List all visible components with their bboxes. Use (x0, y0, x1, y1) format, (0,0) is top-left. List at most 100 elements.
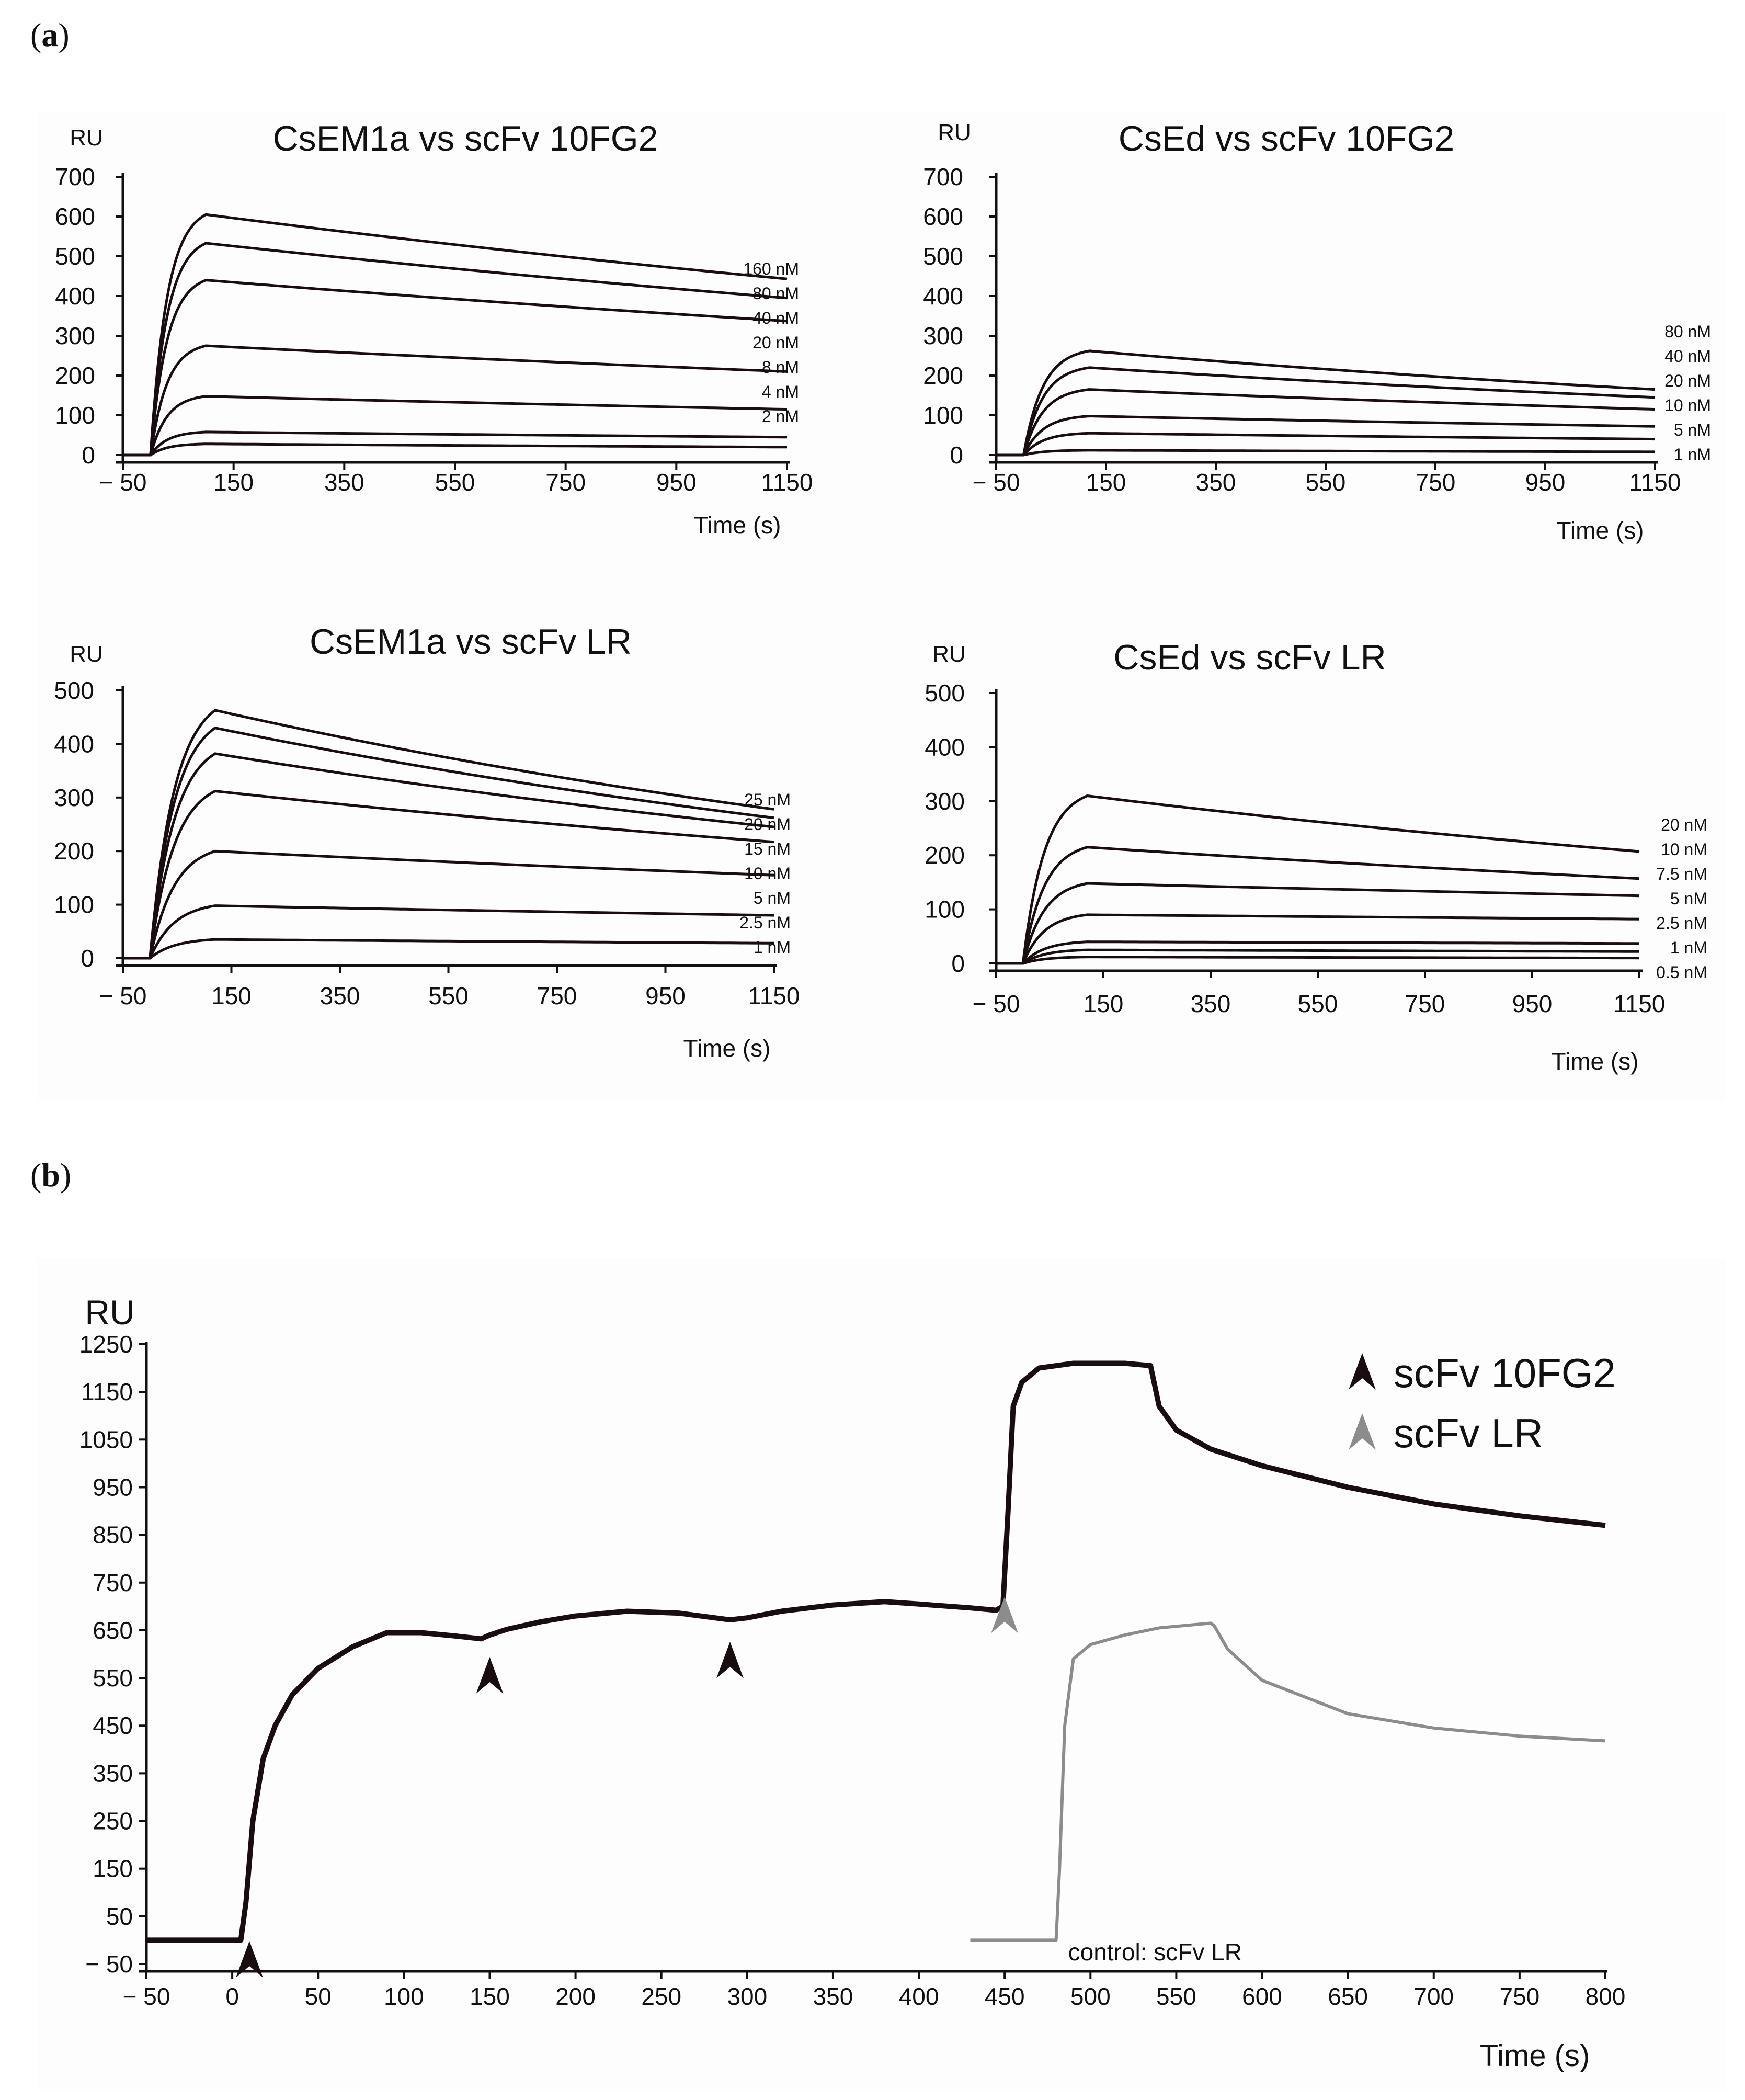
x-axis-label: Time (s) (694, 512, 781, 539)
series-label: 40 nM (752, 309, 799, 327)
series-line-control-scfv-lr (970, 1621, 1606, 1942)
x-tick-label: 400 (899, 1983, 939, 2010)
series-label: 5 nM (754, 889, 791, 907)
y-tick-label: 200 (925, 842, 965, 869)
series-line (996, 846, 1640, 965)
series-line (123, 938, 774, 960)
x-tick-label: 1150 (748, 982, 800, 1009)
series-line (996, 449, 1655, 457)
series-line (996, 432, 1656, 457)
y-tick-label: 400 (925, 733, 965, 760)
series-label: 160 nM (743, 259, 799, 278)
y-tick-label: 600 (923, 203, 963, 230)
series-line (996, 415, 1656, 457)
series-label: 5 nM (1670, 889, 1707, 908)
y-tick-label: 1150 (81, 1378, 133, 1405)
x-tick-label: − 50 (99, 469, 147, 496)
series-label: 2 nM (762, 407, 799, 426)
x-tick-label: − 50 (973, 469, 1020, 496)
x-tick-label: 750 (1405, 990, 1445, 1017)
chart-title: CsEd vs scFv 10FG2 (1119, 119, 1454, 158)
series-label: 1 nM (1670, 938, 1707, 957)
series-line (123, 442, 787, 457)
series-label: 4 nM (762, 382, 799, 401)
series-label: 10 nM (1661, 840, 1707, 859)
y-tick-label: 100 (923, 402, 963, 429)
chart-csed-vs-scfv-lr: 0 100 200 300 400 500 − 50 150 350 550 750 950 1150 C… (925, 638, 1707, 1075)
legend-label: scFv LR (1394, 1410, 1543, 1456)
x-tick-label: 1150 (1614, 990, 1666, 1017)
y-tick-label: 700 (55, 163, 95, 190)
series-label: 20 nM (752, 333, 799, 352)
series-line (123, 344, 788, 457)
injection-arrowhead-icon (991, 1596, 1019, 1633)
x-tick-label: 150 (213, 469, 254, 496)
y-tick-label: 650 (93, 1617, 133, 1644)
y-tick-label: − 50 (85, 1950, 133, 1978)
y-tick-label: 950 (93, 1473, 133, 1501)
series-label: 2.5 nM (739, 913, 791, 932)
x-tick-label: 550 (1298, 990, 1338, 1017)
series-line (123, 242, 788, 457)
series-label: 8 nM (762, 358, 799, 377)
y-tick-label: 100 (54, 891, 94, 918)
y-tick-label: 750 (93, 1569, 133, 1596)
control-label: control: scFv LR (1068, 1938, 1242, 1966)
x-axis-label: Time (s) (1552, 1048, 1639, 1075)
series-line (996, 882, 1640, 965)
y-tick-label: 0 (951, 950, 965, 977)
series-label: 5 nM (1674, 421, 1711, 439)
series-label: 80 nM (752, 284, 799, 303)
x-tick-label: 650 (1328, 1983, 1368, 2010)
y-tick-label: 850 (93, 1522, 133, 1549)
x-tick-label: 50 (305, 1983, 332, 2010)
x-tick-label: 150 (1084, 990, 1124, 1017)
x-tick-label: 800 (1586, 1983, 1626, 2010)
x-tick-label: 550 (428, 982, 469, 1009)
x-tick-label: 450 (985, 1983, 1025, 2010)
series-line (123, 790, 774, 960)
series-line (123, 395, 788, 457)
x-tick-label: 200 (555, 1983, 596, 2010)
x-tick-label: 1150 (1629, 469, 1681, 496)
x-tick-label: 700 (1413, 1983, 1454, 2010)
chart-title: CsEM1a vs scFv 10FG2 (273, 119, 658, 158)
x-tick-label: 750 (1500, 1983, 1540, 2010)
chart-title: CsEd vs scFv LR (1113, 638, 1386, 677)
x-tick-label: 600 (1242, 1983, 1282, 2010)
x-tick-label: 350 (1191, 990, 1231, 1017)
x-tick-label: 950 (1525, 469, 1566, 496)
y-tick-label: 0 (82, 441, 95, 469)
y-axis-label: RU (85, 1293, 134, 1332)
x-tick-label: 750 (1416, 469, 1456, 496)
x-tick-label: 0 (225, 1983, 239, 2010)
chart-csed-vs-scfv-10fg2: 0 100 200 300 400 500 600 700 − 50 150 350 550 750 95… (923, 119, 1711, 544)
series-line (123, 430, 788, 457)
series-label: 7.5 nM (1656, 865, 1707, 883)
x-tick-label: 1150 (761, 469, 813, 496)
x-tick-label: 500 (1070, 1983, 1111, 2010)
series-line (123, 727, 774, 960)
x-tick-label: 350 (813, 1983, 853, 2010)
y-tick-label: 450 (93, 1712, 133, 1739)
x-tick-label: 350 (1196, 469, 1236, 496)
y-tick-label: 700 (923, 163, 963, 190)
y-tick-label: 0 (950, 441, 963, 469)
series-line (123, 904, 774, 960)
x-tick-label: 350 (320, 982, 360, 1009)
y-tick-label: 1250 (79, 1331, 133, 1358)
y-tick-label: 200 (55, 362, 95, 389)
legend-arrowhead-icon (1349, 1353, 1376, 1390)
legend-label: scFv 10FG2 (1394, 1350, 1616, 1396)
y-tick-label: 50 (106, 1903, 133, 1930)
y-axis-label: RU (932, 641, 966, 667)
series-line (996, 948, 1640, 965)
series-label: 1 nM (754, 938, 791, 957)
series-line-scfv-10fg2 (146, 1360, 1606, 1943)
injection-arrowhead-icon (476, 1657, 504, 1694)
x-tick-label: 150 (470, 1983, 510, 2010)
series-line (996, 366, 1656, 457)
y-tick-label: 500 (925, 679, 965, 707)
y-tick-label: 400 (55, 282, 95, 310)
y-tick-label: 400 (923, 282, 963, 310)
